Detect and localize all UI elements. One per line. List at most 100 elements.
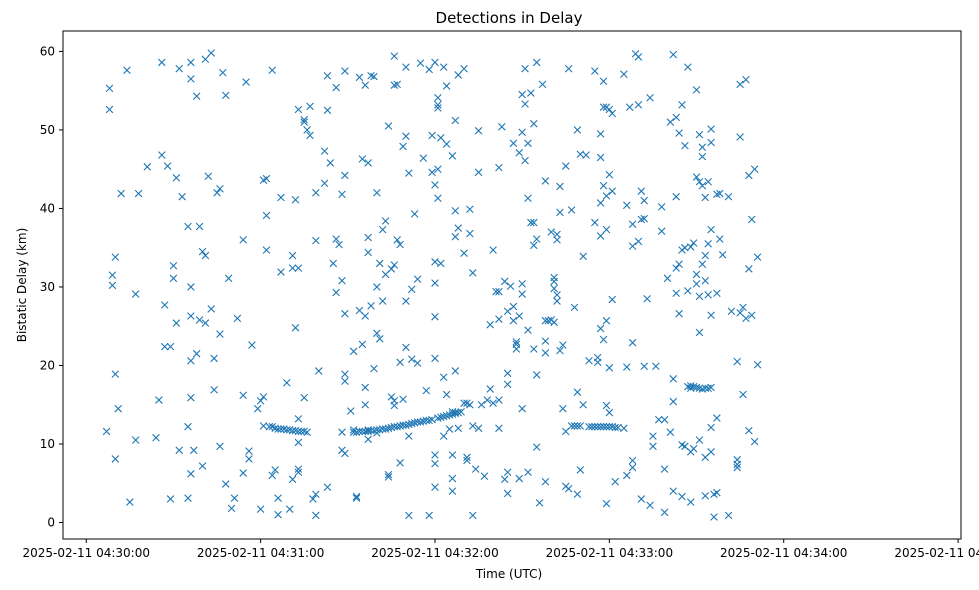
scatter-point	[608, 295, 617, 304]
scatter-point	[274, 494, 282, 502]
scatter-point	[564, 64, 573, 73]
scatter-point	[704, 384, 712, 393]
scatter-point	[114, 404, 123, 413]
scatter-point	[285, 505, 294, 513]
scatter-point	[460, 399, 468, 407]
scatter-point	[692, 86, 701, 94]
scatter-point	[364, 233, 372, 242]
scatter-point	[381, 425, 390, 433]
scatter-point	[556, 346, 564, 355]
scatter-point	[567, 206, 576, 214]
scatter-point	[233, 314, 242, 323]
scatter-point	[134, 189, 143, 198]
scatter-point	[550, 318, 558, 327]
scatter-point	[556, 208, 564, 217]
scatter-point	[707, 448, 715, 456]
scatter-point	[698, 152, 707, 161]
scatter-point	[256, 505, 265, 513]
scatter-point	[675, 260, 683, 268]
scatter-point	[652, 362, 660, 371]
x-tick-label: 2025-02-11 04:32:00	[371, 546, 498, 560]
scatter-point	[471, 465, 480, 473]
scatter-point	[390, 261, 399, 269]
scatter-point	[713, 414, 721, 422]
scatter-point	[716, 235, 724, 243]
scatter-point	[253, 404, 262, 413]
scatter-point	[245, 447, 253, 455]
scatter-point	[155, 396, 163, 404]
scatter-point	[684, 63, 692, 71]
scatter-point	[387, 393, 396, 401]
scatter-point	[695, 292, 704, 301]
scatter-point	[602, 316, 611, 325]
scatter-point	[527, 218, 535, 227]
y-axis-label: Bistatic Delay (km)	[15, 228, 29, 343]
scatter-point	[326, 159, 335, 167]
scatter-point	[704, 291, 712, 299]
scatter-point	[736, 133, 744, 141]
scatter-point	[686, 498, 695, 506]
scatter-point	[451, 207, 460, 215]
scatter-point	[262, 174, 271, 183]
scatter-point	[431, 451, 439, 459]
scatter-point	[532, 371, 541, 379]
scatter-point	[448, 487, 457, 495]
scatter-point	[184, 222, 192, 231]
scatter-point	[718, 250, 727, 259]
scatter-point	[640, 362, 649, 371]
scatter-point	[588, 422, 596, 431]
scatter-point	[166, 495, 175, 503]
scatter-point	[573, 490, 582, 499]
scatter-point	[239, 469, 247, 477]
scatter-point	[692, 173, 701, 181]
scatter-point	[573, 422, 582, 430]
scatter-point	[451, 232, 460, 241]
scatter-point	[387, 265, 396, 273]
scatter-point	[451, 367, 460, 375]
scatter-point	[425, 65, 433, 74]
scatter-point	[184, 422, 192, 431]
scatter-point	[407, 419, 416, 428]
scatter-point	[192, 92, 201, 100]
scatter-point	[396, 358, 404, 367]
scatter-point	[216, 330, 224, 338]
scatter-point	[187, 312, 195, 320]
scatter-point	[390, 52, 399, 60]
scatter-point	[602, 225, 611, 234]
scatter-point	[361, 81, 370, 89]
scatter-point	[352, 492, 361, 501]
scatter-point	[405, 511, 413, 520]
x-axis-label: Time (UTC)	[475, 567, 542, 581]
scatter-point	[532, 235, 541, 243]
scatter-point	[454, 224, 463, 232]
scatter-point	[390, 397, 399, 405]
scatter-point	[437, 413, 445, 422]
scatter-point	[463, 453, 471, 462]
scatter-point	[745, 171, 753, 180]
scatter-point	[454, 408, 463, 417]
scatter-point	[442, 140, 451, 148]
scatter-point	[550, 284, 558, 293]
scatter-point	[547, 228, 556, 236]
scatter-point	[707, 125, 715, 133]
scatter-point	[227, 504, 236, 513]
scatter-point	[201, 251, 210, 260]
scatter-point	[245, 455, 253, 463]
scatter-point	[628, 242, 637, 250]
scatter-point	[402, 421, 410, 429]
scatter-point	[521, 64, 529, 73]
scatter-point	[239, 391, 247, 400]
scatter-point	[686, 243, 695, 251]
scatter-point	[503, 489, 512, 498]
scatter-point	[698, 260, 707, 268]
y-tick-label: 40	[40, 201, 55, 215]
scatter-point	[393, 422, 401, 431]
scatter-point	[108, 271, 117, 279]
scatter-point	[216, 442, 224, 451]
scatter-point	[745, 426, 753, 435]
scatter-point	[689, 239, 698, 247]
scatter-point	[468, 511, 477, 520]
scatter-point	[282, 378, 291, 387]
scatter-point	[599, 77, 608, 86]
